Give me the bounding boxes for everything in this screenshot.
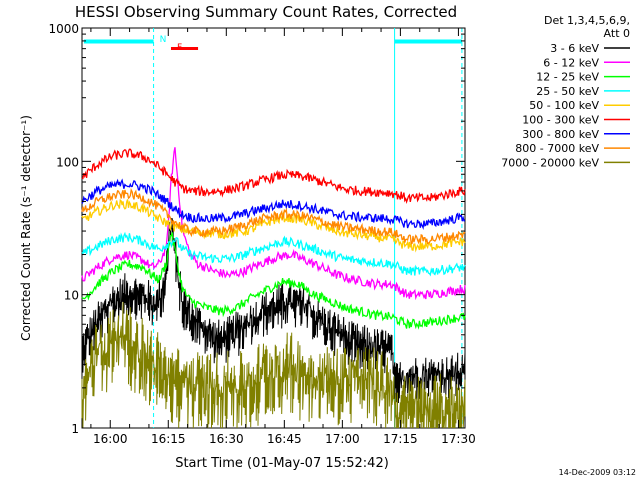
chart-title: HESSI Observing Summary Count Rates, Cor…: [75, 3, 457, 21]
x-tick-label-6: 17:30: [441, 432, 476, 446]
x-tick-label-1: 16:15: [151, 432, 186, 446]
x-tick-label-3: 16:45: [267, 432, 302, 446]
x-axis-label: Start Time (01-May-07 15:52:42): [175, 456, 389, 471]
flag-bar-1: [170, 47, 199, 50]
legend-label-5: 100 - 300 keV: [522, 114, 599, 127]
series-line-5: [81, 148, 466, 204]
footer-timestamp: 14-Dec-2009 03:12: [559, 468, 636, 477]
legend-label-0: 3 - 6 keV: [550, 42, 599, 55]
legend-label-1: 6 - 12 keV: [543, 56, 599, 69]
x-tick-label-2: 16:30: [209, 432, 244, 446]
legend-label-6: 300 - 800 keV: [522, 128, 599, 141]
series-line-1: [81, 147, 466, 301]
legend-label-8: 7000 - 20000 keV: [501, 156, 599, 169]
x-tick-label-0: 16:00: [93, 432, 128, 446]
y-tick-label-3: 1000: [48, 22, 79, 36]
legend-header-0: Det 1,3,4,5,6,9,: [544, 14, 630, 27]
series-line-0: [81, 218, 466, 404]
legend-label-7: 800 - 7000 keV: [515, 142, 599, 155]
series-line-3: [81, 231, 466, 277]
legend-label-2: 12 - 25 keV: [536, 71, 599, 84]
series-line-8: [81, 301, 466, 429]
night-indicators: [83, 28, 463, 428]
y-tick-label-0: 1: [71, 422, 79, 436]
y-tick-label-2: 100: [56, 155, 79, 169]
x-tick-label-5: 17:15: [383, 432, 418, 446]
plot-frame: [81, 27, 466, 429]
legend-label-3: 25 - 50 keV: [536, 85, 599, 98]
flag-label-0: N: [160, 35, 167, 45]
legend-header-1: Att 0: [604, 27, 630, 40]
y-axis-label: Corrected Count Rate (s⁻¹ detector⁻¹): [19, 115, 33, 341]
x-tick-label-4: 17:00: [325, 432, 360, 446]
axes: 16:00 16:15 16:30 16:45 17:00 17:15 17:30 1 10 10…: [48, 22, 475, 446]
night-bar-0: [83, 39, 154, 44]
series-lines: [81, 147, 466, 429]
series-line-7: [81, 187, 466, 245]
series-line-2: [81, 232, 466, 330]
flag-markers: NF: [160, 35, 199, 53]
series-line-6: [81, 178, 465, 231]
y-tick-label-1: 10: [64, 289, 79, 303]
night-bar-1: [394, 39, 462, 44]
legend-label-4: 50 - 100 keV: [529, 99, 599, 112]
